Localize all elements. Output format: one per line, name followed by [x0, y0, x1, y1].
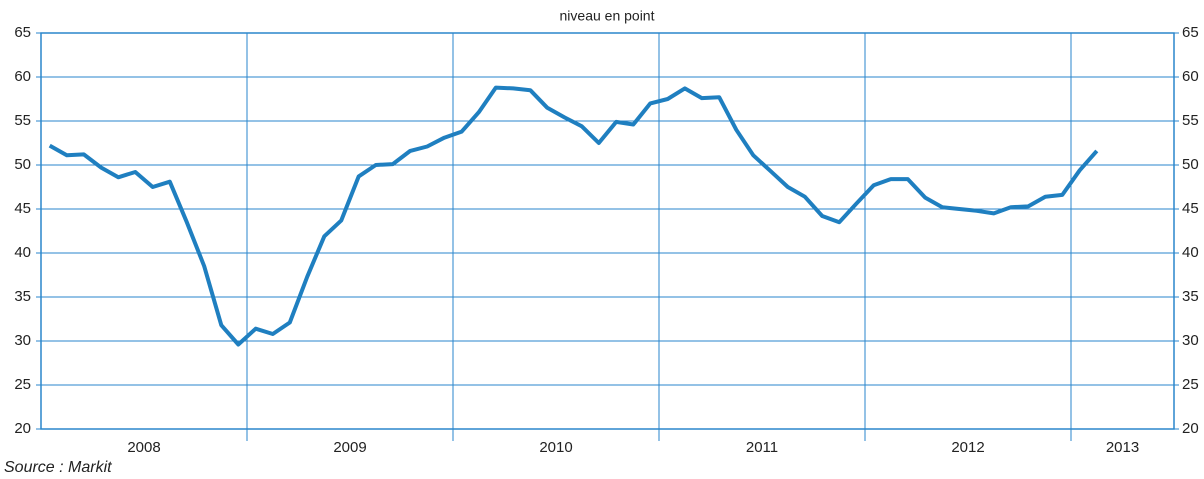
y2-tick-label: 45 — [1182, 200, 1199, 217]
y2-tick-label: 60 — [1182, 68, 1199, 85]
y-tick-label: 25 — [14, 376, 31, 393]
y2-tick-label: 30 — [1182, 332, 1199, 349]
y2-tick-label: 65 — [1182, 24, 1199, 41]
y-tick-label: 40 — [14, 244, 31, 261]
y2-tick-label: 20 — [1182, 420, 1199, 437]
plot-frame — [40, 32, 1175, 430]
y-tick-label: 50 — [14, 156, 31, 173]
x-tick-label: 2013 — [1106, 439, 1139, 456]
x-tick-label: 2012 — [951, 439, 984, 456]
y-tick-label: 45 — [14, 200, 31, 217]
y-tick-label: 60 — [14, 68, 31, 85]
x-tick-label: 2008 — [127, 439, 160, 456]
y2-tick-label: 35 — [1182, 288, 1199, 305]
y2-tick-label: 55 — [1182, 112, 1199, 129]
y2-tick-label: 50 — [1182, 156, 1199, 173]
source: Source : Markit — [4, 459, 112, 476]
x-tick-label: 2011 — [746, 439, 778, 456]
y-tick-label: 35 — [14, 288, 31, 305]
y-tick-label: 30 — [14, 332, 31, 349]
y2-tick-label: 25 — [1182, 376, 1199, 393]
line-series — [48, 85, 1099, 347]
y2-tick-label: 40 — [1182, 244, 1199, 261]
y-tick-label: 20 — [14, 420, 31, 437]
x-tick-label: 2010 — [539, 439, 572, 456]
y-tick-label: 65 — [14, 24, 31, 41]
y-tick-label: 55 — [14, 112, 31, 129]
x-tick-label: 2009 — [333, 439, 366, 456]
chart-title: niveau en point — [560, 8, 655, 24]
